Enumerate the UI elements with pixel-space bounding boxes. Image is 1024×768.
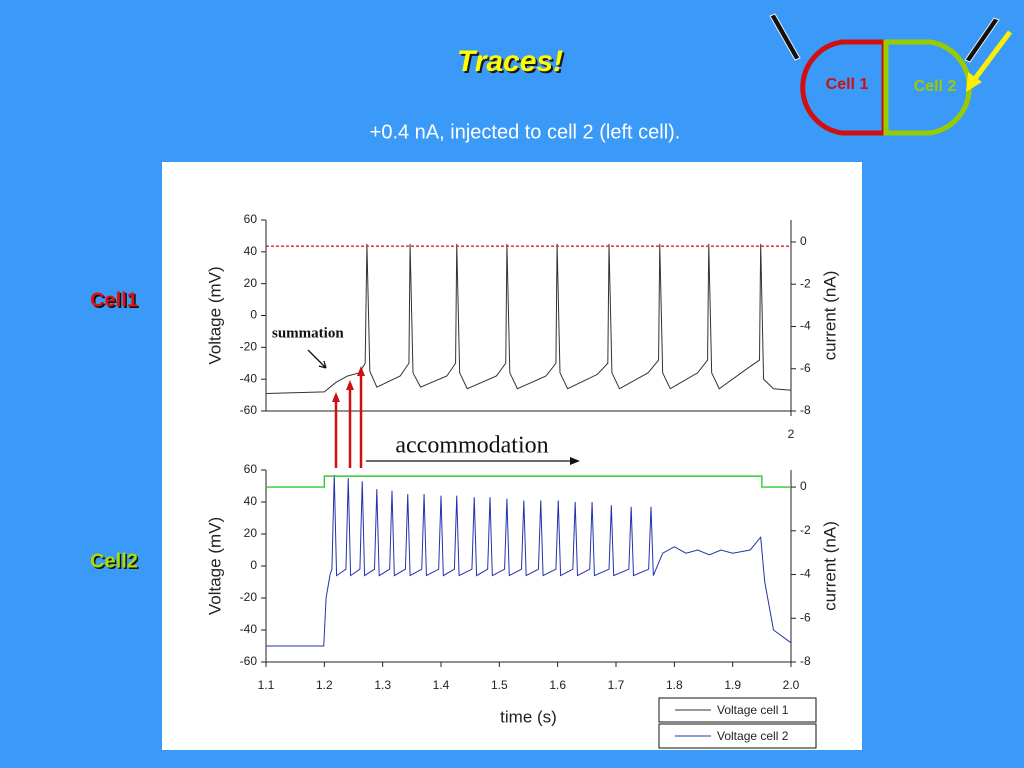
legend: Voltage cell 1 Voltage cell 2 (658, 697, 817, 749)
x-axis-title: time (s) (500, 707, 557, 726)
link-arrow-head (332, 392, 340, 402)
x-tick-label: 1.2 (316, 678, 333, 692)
y2-tick-label: -2 (800, 523, 811, 537)
subtitle: +0.4 nA, injected to cell 2 (left cell). (370, 121, 681, 143)
annotation-arrow (307, 349, 327, 369)
cell-diagram: Cell 1 Cell 2 (769, 13, 1012, 136)
y2-tick-label: -2 (800, 276, 811, 290)
y-tick-label: -20 (240, 590, 258, 604)
y2-axis-title: current (nA) (820, 271, 839, 361)
y-tick-label: -40 (240, 622, 258, 636)
annotation: summation (272, 325, 344, 341)
y-tick-label: 20 (244, 276, 258, 290)
x-tick-label: 1.6 (549, 678, 566, 692)
y2-tick-label: 0 (800, 234, 807, 248)
y-tick-label: 40 (244, 244, 258, 258)
x-tick-label: 1.7 (608, 678, 625, 692)
cell-2-shape (883, 39, 972, 136)
x-tick-label: 2.0 (783, 678, 800, 692)
link-arrow-heads (332, 366, 365, 402)
row-label: Cell2 (90, 550, 138, 572)
cell-label: Cell 1 (826, 76, 869, 93)
y2-tick-label: -8 (800, 654, 811, 668)
x-tick-label: 1.5 (491, 678, 508, 692)
x-tick-label: 1.3 (374, 678, 391, 692)
row-label-shadow: Cell1 (92, 291, 140, 313)
link-arrow-head (357, 366, 365, 376)
y2-tick-label: -4 (800, 319, 811, 333)
y-tick-label: 0 (250, 308, 257, 322)
cell-1-shape (800, 39, 887, 136)
row-label-shadow: Cell2 (92, 552, 140, 574)
y2-tick-label: -6 (800, 610, 811, 624)
cell-label: Cell 2 (914, 78, 957, 95)
legend-label: Voltage cell 2 (717, 729, 789, 743)
current-line (266, 475, 791, 488)
electrode (769, 13, 801, 61)
x-tick-label: 1.9 (724, 678, 741, 692)
y-tick-label: -60 (240, 654, 258, 668)
link-arrow-head (346, 380, 354, 390)
title: Traces! (457, 45, 563, 78)
y-tick-label: 60 (244, 462, 258, 476)
electrode (964, 17, 1000, 63)
y2-tick-label: -8 (800, 403, 811, 417)
y-tick-label: -40 (240, 371, 258, 385)
annotation-arrow-head (570, 457, 580, 465)
y-axis-title: Voltage (mV) (205, 517, 224, 615)
x-tick-label: 2 (788, 427, 795, 441)
x-tick-label: 1.4 (433, 678, 450, 692)
y-tick-label: 0 (250, 558, 257, 572)
y-tick-label: 40 (244, 494, 258, 508)
voltage-line (266, 474, 792, 647)
title-shadow: Traces! (459, 47, 565, 80)
x-tick-label: 1.8 (666, 678, 683, 692)
chart-panel (162, 162, 862, 750)
y2-tick-label: -4 (800, 567, 811, 581)
voltage-line (265, 243, 792, 394)
y2-tick-label: 0 (800, 479, 807, 493)
x-tick-label: 1.1 (258, 678, 275, 692)
row-label: Cell1 (90, 289, 138, 311)
annotation: accommodation (395, 433, 548, 459)
y2-tick-label: -6 (800, 361, 811, 375)
y2-axis-title: current (nA) (820, 521, 839, 611)
injection-arrow (972, 30, 1012, 82)
y-tick-label: 60 (244, 212, 258, 226)
y-axis-title: Voltage (mV) (205, 266, 224, 364)
y-tick-label: 20 (244, 526, 258, 540)
link-arrows (334, 372, 363, 468)
y-tick-label: -20 (240, 340, 258, 354)
y-tick-label: -60 (240, 403, 258, 417)
injection-arrow-head (966, 72, 982, 92)
legend-label: Voltage cell 1 (717, 703, 789, 717)
